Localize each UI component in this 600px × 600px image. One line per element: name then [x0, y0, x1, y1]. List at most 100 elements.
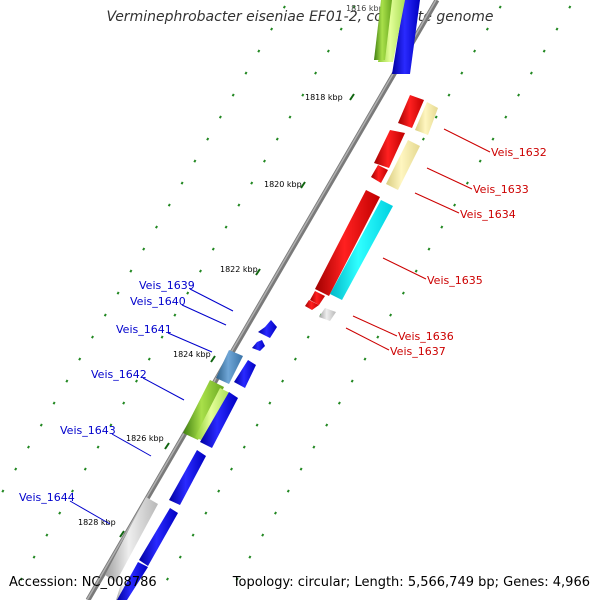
- gene-veis-1639[interactable]: [258, 320, 277, 338]
- gc-dot: [498, 5, 502, 9]
- gene-label-veis-1636[interactable]: Veis_1636: [398, 330, 454, 343]
- gc-dot: [352, 5, 356, 9]
- gene-label-veis-1642[interactable]: Veis_1642: [91, 368, 147, 381]
- gc-dot: [427, 247, 431, 251]
- gc-dot: [166, 577, 169, 581]
- gene-pale-1633[interactable]: [386, 140, 420, 190]
- gc-dot: [421, 137, 425, 141]
- accession-info: Accession: NC_008786: [9, 575, 157, 590]
- gc-dot: [434, 115, 438, 119]
- gene-green-top[interactable]: [374, 0, 392, 60]
- gc-dot: [178, 555, 182, 559]
- tick-label: 1818 kbp: [305, 93, 343, 102]
- gene-veis-1641b[interactable]: [234, 360, 256, 388]
- gene-veis-1644b[interactable]: [117, 562, 148, 600]
- gc-dot: [211, 247, 215, 251]
- forward-strand-features: [105, 320, 277, 600]
- gc-content-track: [1, 5, 572, 581]
- gc-dot: [186, 291, 190, 295]
- tick-mark: [164, 442, 170, 450]
- gene-label-veis-1639[interactable]: Veis_1639: [139, 279, 195, 292]
- gc-dot: [230, 467, 233, 471]
- gc-dot: [440, 225, 444, 229]
- length-value: 5,566,749 bp: [407, 575, 495, 590]
- gene-veis-1635[interactable]: [315, 190, 380, 296]
- gene-veis-1642[interactable]: [183, 380, 224, 440]
- gene-cyan-1635[interactable]: [330, 200, 393, 300]
- tick-mark: [119, 530, 125, 538]
- gene-label-veis-1640[interactable]: Veis_1640: [130, 295, 186, 308]
- gc-dot: [191, 533, 195, 537]
- gc-dot: [293, 357, 297, 361]
- gene-veis-1642-pale[interactable]: [195, 388, 230, 442]
- genes-label: Genes:: [503, 575, 549, 590]
- gc-dot: [447, 93, 451, 97]
- gc-dot: [39, 423, 43, 427]
- gc-dot: [555, 27, 559, 31]
- gc-dot: [71, 489, 74, 493]
- gc-dot: [32, 555, 36, 559]
- gc-dot: [242, 445, 246, 449]
- gc-dot: [325, 423, 329, 427]
- tick-mark: [300, 181, 306, 189]
- gene-label-veis-1632[interactable]: Veis_1632: [491, 146, 547, 159]
- gene-label-veis-1633[interactable]: Veis_1633: [473, 183, 529, 196]
- gene-veis-1633[interactable]: [374, 130, 405, 168]
- gc-dot: [542, 49, 546, 53]
- gene-veis-1641[interactable]: [216, 350, 243, 384]
- gene-veis-1643[interactable]: [169, 450, 206, 505]
- gene-label-veis-1644[interactable]: Veis_1644: [19, 491, 75, 504]
- gc-dot: [504, 115, 508, 119]
- gene-veis-1634[interactable]: [371, 165, 388, 183]
- gene-veis-1640[interactable]: [252, 340, 265, 351]
- length-label: Length:: [354, 575, 404, 590]
- right-gene-labels: Veis_1632 Veis_1633 Veis_1634 Veis_1635 …: [345, 128, 547, 358]
- gc-dot: [217, 489, 221, 493]
- gc-dot: [281, 379, 285, 383]
- leader-line: [69, 500, 111, 525]
- gc-dot: [255, 423, 259, 427]
- gc-dot: [306, 335, 310, 339]
- gene-label-veis-1643[interactable]: Veis_1643: [60, 424, 116, 437]
- gc-dot: [147, 357, 151, 361]
- gc-dot: [237, 203, 241, 207]
- gene-veis-1642b[interactable]: [200, 392, 238, 448]
- gene-veis-1644[interactable]: [105, 497, 158, 582]
- gene-veis-1636b[interactable]: [305, 300, 319, 310]
- gene-pale-1632[interactable]: [415, 102, 438, 135]
- gc-dot: [204, 511, 208, 515]
- gene-veis-1643b[interactable]: [139, 508, 178, 566]
- tick-label: 1828 kbp: [78, 518, 116, 527]
- gene-label-veis-1641[interactable]: Veis_1641: [116, 323, 172, 336]
- gc-dot: [517, 93, 521, 97]
- topology-label: Topology:: [232, 575, 294, 590]
- gene-label-veis-1635[interactable]: Veis_1635: [427, 274, 483, 287]
- gc-dot: [142, 247, 146, 251]
- gc-dot: [135, 379, 138, 383]
- gene-veis-1632[interactable]: [398, 95, 424, 128]
- tick-mark: [210, 355, 216, 363]
- gc-dot: [173, 313, 177, 317]
- leader-line: [167, 332, 213, 353]
- gc-dot: [96, 445, 100, 449]
- gc-dot: [65, 379, 69, 383]
- gene-blue-top[interactable]: [392, 0, 420, 74]
- gc-dot: [244, 71, 248, 75]
- gc-dot: [160, 335, 164, 339]
- gene-label-veis-1634[interactable]: Veis_1634: [460, 208, 516, 221]
- gc-dot: [401, 291, 405, 295]
- gc-dot: [337, 401, 341, 405]
- gene-veis-1637[interactable]: [319, 308, 336, 321]
- tick-label: 1822 kbp: [220, 265, 258, 274]
- tick-label: 1816 kbp: [346, 4, 384, 13]
- gc-dot: [326, 49, 330, 53]
- leader-line: [352, 315, 398, 337]
- gc-dot: [206, 137, 210, 141]
- leader-line: [414, 192, 460, 214]
- gene-veis-1636[interactable]: [310, 291, 325, 305]
- tick-mark: [255, 268, 261, 276]
- gene-label-veis-1637[interactable]: Veis_1637: [390, 345, 446, 358]
- gc-dot: [529, 71, 533, 75]
- gc-dot: [122, 401, 126, 405]
